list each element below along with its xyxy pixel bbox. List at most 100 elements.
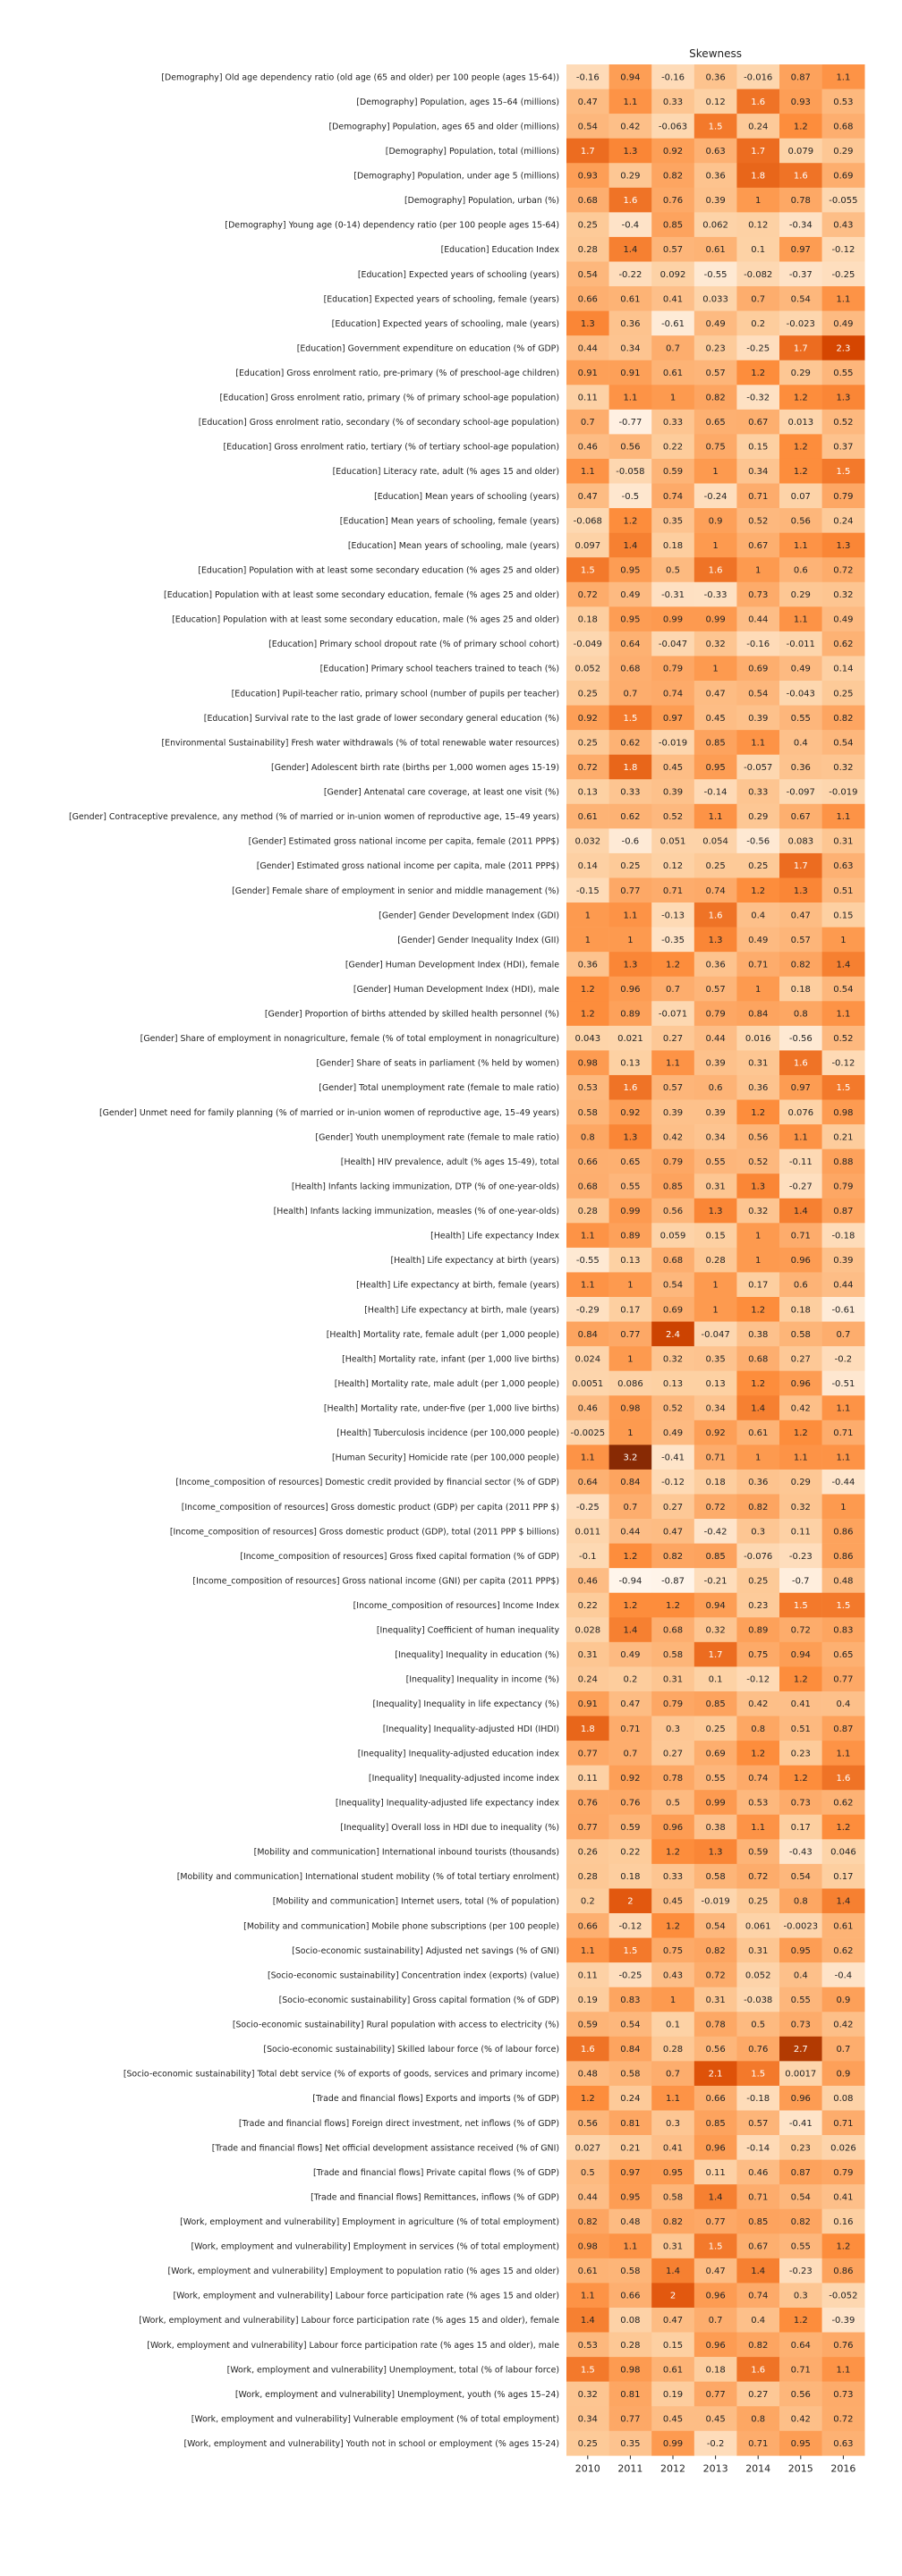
heatmap-cell [608,1592,652,1618]
heatmap-cell [694,310,737,336]
heatmap-cell [736,236,780,262]
heatmap-cell [608,2258,652,2284]
heatmap-cell [694,163,737,189]
cell-value-label: 0.72 [791,1626,811,1636]
heatmap-cell [566,1148,609,1174]
row-label: [Inequality] Overall loss in HDI due to … [340,1823,559,1833]
heatmap-cell [566,1174,609,1199]
heatmap-cell [821,138,865,164]
row-label: [Income_composition of resources] Gross … [240,1552,559,1562]
row-label: [Demography] Population, under age 5 (mi… [353,172,559,182]
heatmap-cell [608,2036,652,2062]
cell-value-label: 0.85 [705,2119,725,2129]
heatmap-cell [608,557,652,583]
cell-value-label: 0.83 [833,1626,853,1636]
cell-value-label: 0.083 [787,837,813,847]
heatmap-cell [821,2208,865,2234]
heatmap-cell [651,1765,695,1791]
heatmap-cell [608,1617,652,1643]
heatmap-cell [736,2406,780,2432]
cell-value-label: 0.32 [833,590,853,600]
cell-value-label: -0.22 [618,270,642,280]
heatmap-cell [566,138,609,164]
heatmap-cell [821,1666,865,1692]
heatmap-cell [566,1937,609,1963]
heatmap-cell [779,261,822,287]
heatmap-cell [821,2159,865,2185]
cell-value-label: -0.097 [787,788,815,798]
heatmap-cell [608,532,652,558]
heatmap-cell [608,1962,652,1987]
row-label: [Health] Tuberculosis incidence (per 100… [336,1428,559,1438]
cell-value-label: -0.019 [701,1897,729,1907]
cell-value-label: 0.35 [705,1354,725,1364]
cell-value-label: 0.72 [705,1970,725,1980]
heatmap-cell [566,409,609,435]
heatmap-cell [694,2085,737,2111]
heatmap-cell [694,927,737,953]
heatmap-cell [651,1592,695,1618]
heatmap-cell [779,1716,822,1741]
cell-value-label: -0.071 [659,1010,687,1020]
cell-value-label: 1.1 [836,2365,850,2375]
heatmap-cell [608,1839,652,1865]
heatmap-cell [566,1025,609,1051]
heatmap-cell [821,902,865,928]
heatmap-cell [779,310,822,336]
cell-value-label: 0.96 [705,2292,725,2301]
heatmap-cell [651,2208,695,2234]
cell-value-label: 0.53 [578,1083,598,1093]
cell-value-label: 0.71 [620,1724,640,1734]
heatmap-cell [608,1370,652,1396]
heatmap-cell [608,458,652,484]
cell-value-label: 0.36 [620,319,640,329]
heatmap-cell [651,828,695,854]
cell-value-label: -0.61 [661,319,685,329]
cell-value-label: 0.61 [578,812,598,822]
cell-value-label: 0.66 [578,1157,598,1167]
cell-value-label: 0.31 [833,837,853,847]
cell-value-label: -0.019 [659,738,687,748]
cell-value-label: 0.12 [705,97,725,107]
cell-value-label: 0.89 [620,1010,640,1020]
heatmap-cell [694,2307,737,2333]
cell-value-label: 1.2 [623,1552,637,1562]
heatmap-cell [694,114,737,139]
heatmap-cell [566,927,609,953]
heatmap-cell [566,557,609,583]
cell-value-label: 0.51 [791,1724,811,1734]
heatmap-cell [694,2233,737,2259]
cell-value-label: 0.42 [663,1132,683,1142]
heatmap-cell [736,1001,780,1027]
heatmap-cell [651,360,695,386]
cell-value-label: 1.2 [581,985,595,995]
heatmap-cell [779,2307,822,2333]
heatmap-cell [608,2110,652,2136]
heatmap-cell [651,1790,695,1816]
cell-value-label: -0.24 [704,492,728,502]
heatmap-cell [736,2159,780,2185]
heatmap-cell [779,1198,822,1224]
cell-value-label: -0.14 [746,2143,770,2153]
row-label: [Mobility and communication] Mobile phon… [243,1921,559,1931]
cell-value-label: 0.64 [578,1478,598,1487]
row-label: [Gender] Estimated gross national income… [257,861,559,871]
heatmap-cell [651,803,695,829]
cell-value-label: 0.97 [791,1083,811,1093]
row-label: [Trade and financial flows] Net official… [212,2143,559,2153]
cell-value-label: 1.2 [581,2094,595,2104]
cell-value-label: 2.3 [836,343,850,353]
row-label: [Demography] Population, ages 15–64 (mil… [356,97,559,107]
cell-value-label: 0.27 [663,1503,683,1513]
heatmap-cell [651,1370,695,1396]
cell-value-label: 0.48 [620,2217,640,2227]
row-label: [Gender] Estimated gross national income… [249,837,559,847]
cell-value-label: 1.4 [623,541,637,551]
cell-value-label: -0.39 [831,2316,855,2326]
cell-value-label: 0.25 [578,689,598,699]
cell-value-label: 0.36 [705,960,725,970]
cell-value-label: -0.25 [576,1503,600,1513]
heatmap-cell [694,1050,737,1076]
cell-value-label: 0.58 [705,1872,725,1882]
